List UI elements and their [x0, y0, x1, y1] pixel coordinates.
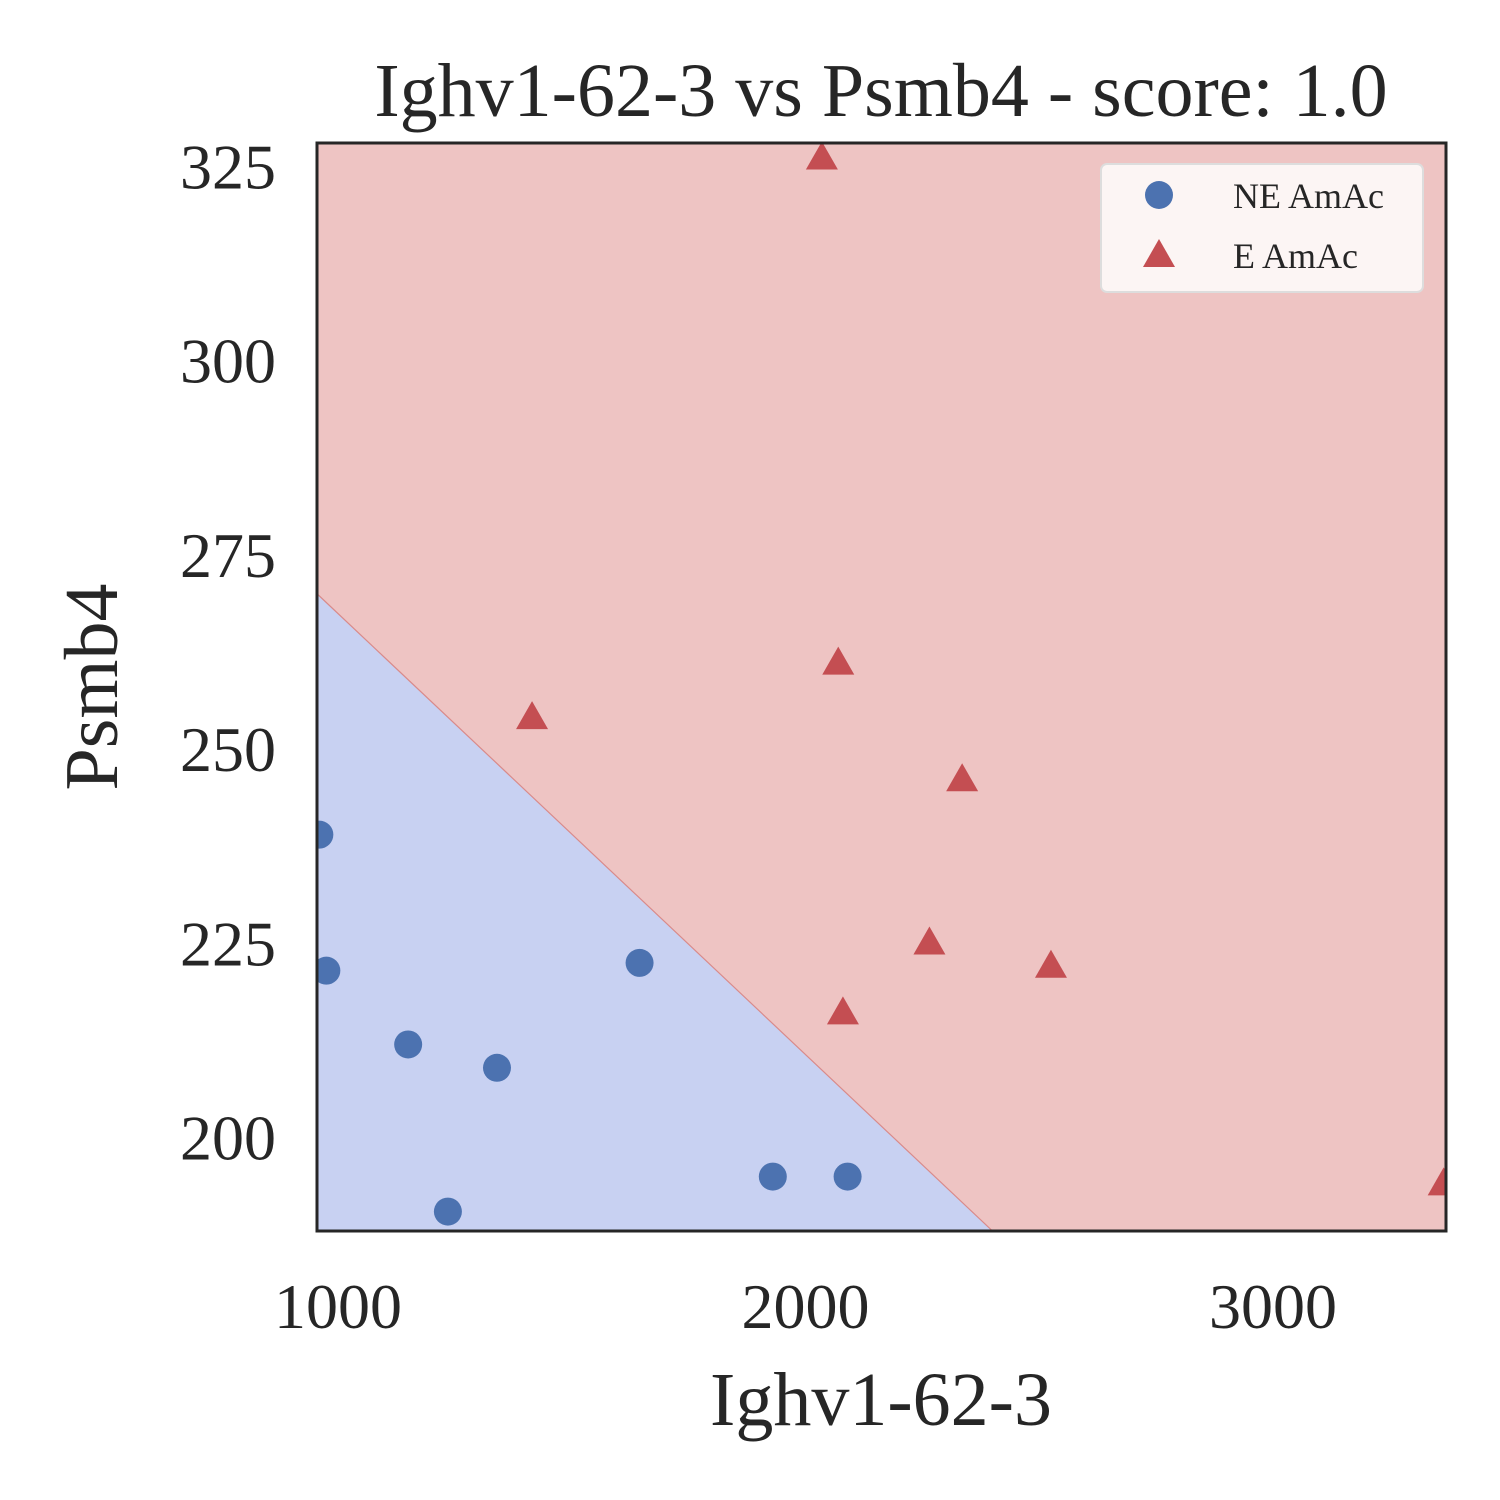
points-layer — [317, 143, 1446, 1226]
e-amac-point-6 — [826, 996, 859, 1025]
ne-amac-point-1 — [317, 956, 341, 985]
y-tick-label: 225 — [180, 908, 276, 979]
y-tick-label: 325 — [180, 131, 276, 202]
legend-box — [1100, 163, 1424, 293]
e-amac-point-4 — [913, 926, 946, 955]
ne-amac-point-4 — [625, 948, 654, 977]
plot-frame — [315, 141, 1448, 1233]
e-amac-point-7 — [1427, 1167, 1446, 1196]
e-amac-point-1 — [822, 646, 855, 675]
x-tick-label: 1000 — [274, 1271, 402, 1342]
ne-amac-point-6 — [833, 1162, 862, 1191]
x-tick-label: 3000 — [1209, 1271, 1337, 1342]
y-tick-label: 300 — [180, 326, 276, 397]
e-amac-point-2 — [516, 701, 549, 730]
ne-amac-point-3 — [482, 1053, 511, 1082]
legend-marker-ne-amac — [1145, 181, 1173, 209]
x-axis-label: Ighv1-62-3 — [710, 1358, 1052, 1442]
y-axis-ticks: 200 225 250 275 300 325 — [180, 131, 276, 1173]
ne-amac-point-0 — [317, 820, 334, 849]
legend-label-e-amac: E AmAc — [1233, 236, 1358, 276]
x-tick-label: 2000 — [742, 1271, 870, 1342]
ne-amac-point-7 — [433, 1197, 462, 1226]
e-amac-point-3 — [946, 763, 979, 792]
y-tick-label: 275 — [180, 520, 276, 591]
legend-label-ne-amac: NE AmAc — [1233, 176, 1384, 216]
chart-title: Ighv1-62-3 vs Psmb4 - score: 1.0 — [374, 49, 1387, 133]
ne-amac-point-5 — [758, 1162, 787, 1191]
ne-amac-point-2 — [394, 1030, 423, 1059]
x-axis-ticks: 1000 2000 3000 — [274, 1271, 1337, 1342]
e-amac-point-0 — [805, 143, 838, 170]
decision-boundary-line — [317, 593, 993, 1231]
y-axis-label: Psmb4 — [50, 584, 134, 791]
legend: NE AmAc E AmAc — [1100, 163, 1424, 293]
e-amac-point-5 — [1034, 949, 1067, 978]
y-tick-label: 200 — [180, 1103, 276, 1174]
legend-marker-e-amac — [1143, 239, 1175, 267]
y-tick-label: 250 — [180, 714, 276, 785]
